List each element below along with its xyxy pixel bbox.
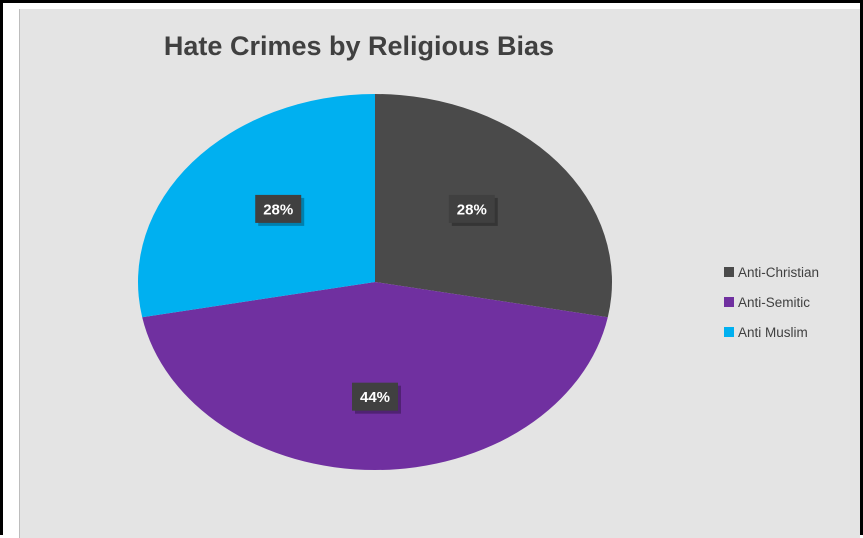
legend-item-anti-semitic: Anti-Semitic [724,295,810,310]
pie-slice-anti-semitic [142,282,608,470]
legend-label: Anti-Christian [738,265,819,280]
data-label-anti-christian: 28% [448,194,498,226]
legend: Anti-Christian Anti-Semitic Anti Muslim [724,265,819,340]
data-label-anti-muslim: 28% [255,194,305,226]
legend-label: Anti Muslim [738,325,808,340]
legend-swatch [724,327,734,337]
legend-item-anti-muslim: Anti Muslim [724,325,808,340]
svg-text:44%: 44% [360,389,390,406]
data-labels: 28% 44% 28% [255,194,498,414]
legend-swatch [724,267,734,277]
pie-chart: Hate Crimes by Religious Bias 28% 44%28% … [137,31,819,470]
legend-swatch [724,297,734,307]
chart-area: Hate Crimes by Religious Bias 28% 44% 28% … [19,9,860,538]
data-label-anti-semitic: 44% [352,382,401,414]
legend-item-anti-christian: Anti-Christian [724,265,819,280]
legend-label: Anti-Semitic [738,295,810,310]
svg-text:28%: 28% [457,201,487,218]
chart-title: Hate Crimes by Religious Bias [164,31,554,61]
svg-text:28%: 28% [263,201,293,218]
